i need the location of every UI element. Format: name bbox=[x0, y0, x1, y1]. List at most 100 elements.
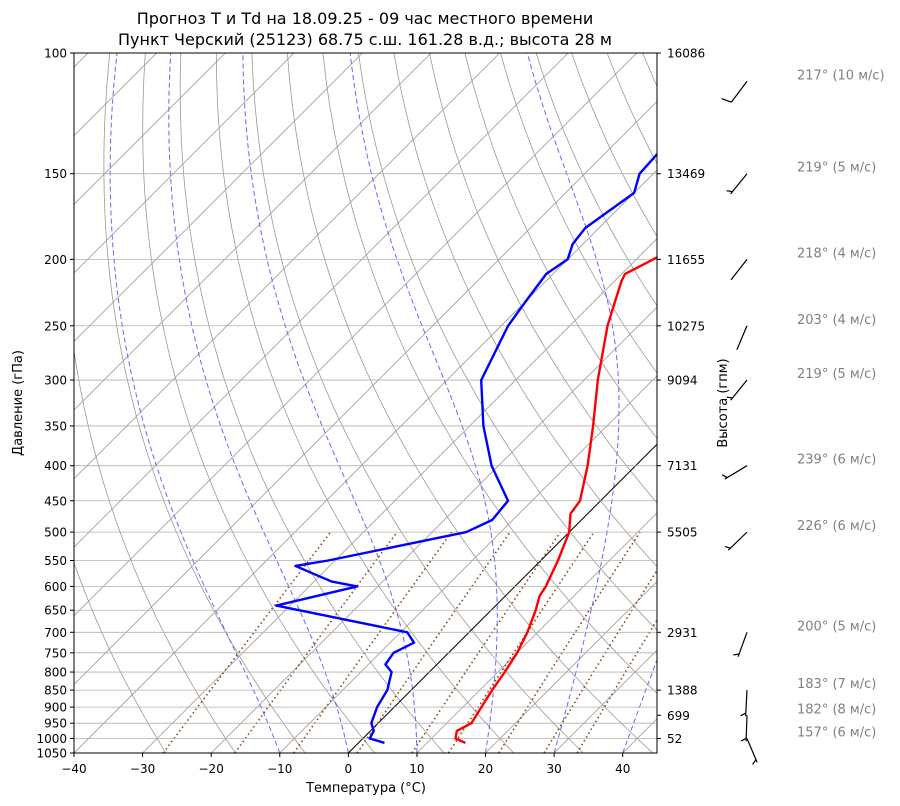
y-tick-label: 700 bbox=[44, 626, 67, 640]
wind-barb bbox=[721, 81, 748, 103]
y-tick-label: 250 bbox=[44, 319, 67, 333]
isotherm-line bbox=[74, 53, 295, 274]
wind-barb bbox=[726, 173, 748, 195]
y-tick-label: 300 bbox=[44, 374, 67, 388]
mixing-ratio-line bbox=[411, 531, 562, 753]
dry-adiabat bbox=[429, 53, 657, 504]
wind-barb-staff bbox=[737, 632, 748, 657]
wind-barb-staff bbox=[730, 173, 748, 195]
wind-barb-feather bbox=[733, 653, 740, 656]
wind-label: 217° (10 м/с) bbox=[797, 68, 885, 83]
y-tick-label: 600 bbox=[44, 580, 67, 594]
y-tick-label: 350 bbox=[44, 419, 67, 433]
wind-barb-staff bbox=[730, 258, 748, 281]
moist-adiabat bbox=[168, 53, 349, 753]
y-tick-label: 800 bbox=[44, 666, 67, 680]
wind-barb-staff bbox=[746, 738, 758, 763]
wind-label: 182° (8 м/с) bbox=[797, 702, 876, 717]
wind-label: 218° (4 м/с) bbox=[797, 246, 876, 261]
x-tick-label: −30 bbox=[130, 762, 155, 776]
dry-adiabat bbox=[678, 53, 900, 753]
x-tick-label: 10 bbox=[409, 762, 424, 776]
chart-title-line1: Прогноз T и Td на 18.09.25 - 09 час мест… bbox=[137, 9, 593, 28]
dry-adiabat bbox=[464, 53, 657, 440]
moist-adiabat bbox=[526, 53, 620, 753]
wind-label: 219° (5 м/с) bbox=[797, 367, 876, 382]
profile-lines bbox=[275, 152, 657, 745]
y-tick-label: 1000 bbox=[36, 732, 67, 746]
height-tick-label: 10275 bbox=[667, 319, 705, 333]
isotherm-line bbox=[74, 169, 657, 753]
zero-isotherm-line bbox=[347, 443, 657, 753]
x-tick-label: 20 bbox=[478, 762, 493, 776]
isotherm-line bbox=[74, 53, 500, 480]
mixing-ratio-line bbox=[356, 531, 511, 753]
wind-barb-feather bbox=[740, 737, 747, 742]
y-tick-label: 950 bbox=[44, 717, 67, 731]
dry-adiabat bbox=[322, 53, 657, 694]
mixing-ratio-line bbox=[234, 531, 398, 753]
y-tick-label: 850 bbox=[44, 684, 67, 698]
x-tick-label: 0 bbox=[345, 762, 353, 776]
wind-barb bbox=[736, 325, 748, 350]
height-tick-label: 11655 bbox=[667, 253, 705, 267]
x-tick-label: −40 bbox=[61, 762, 86, 776]
dry-adiabat bbox=[642, 53, 657, 88]
height-tick-label: 13469 bbox=[667, 167, 705, 181]
wind-barb-feather bbox=[726, 190, 733, 193]
dry-adiabat bbox=[606, 53, 657, 165]
dry-adiabat bbox=[142, 53, 376, 753]
wind-label: 200° (5 м/с) bbox=[797, 619, 876, 634]
y-tick-label: 650 bbox=[44, 604, 67, 618]
wind-barb bbox=[740, 690, 748, 717]
x-axis-label: Температура (°C) bbox=[305, 781, 426, 796]
isotherm-line bbox=[485, 580, 657, 753]
wind-barb bbox=[730, 258, 748, 281]
y-axis: 100 150 200 250 300 350 400 450 500 550 600 650 700 7… bbox=[36, 47, 74, 761]
dry-adiabat bbox=[287, 53, 654, 753]
isotherm-line bbox=[74, 53, 226, 205]
wind-barb-staff bbox=[745, 690, 748, 717]
y-axis-label: Давление (гПа) bbox=[11, 350, 26, 456]
isotherm-line bbox=[74, 53, 432, 411]
dry-adiabat bbox=[571, 53, 657, 238]
x-tick-label: −10 bbox=[267, 762, 292, 776]
wind-barbs: 217° (10 м/с) 219° (5 м/с) 218° (4 м/с) 203… bbox=[721, 68, 885, 765]
y-tick-label: 400 bbox=[44, 459, 67, 473]
isotherm-line bbox=[210, 306, 657, 753]
y-tick-label: 450 bbox=[44, 494, 67, 508]
moist-adiabat bbox=[349, 53, 498, 753]
isotherm-line bbox=[622, 718, 657, 753]
isotherm-line bbox=[760, 53, 900, 753]
dewpoint-profile-line bbox=[275, 152, 657, 745]
x-axis: −40 −30 −20 −10 0 10 20 30 40 bbox=[61, 753, 630, 776]
y-tick-label: 1050 bbox=[36, 747, 67, 761]
y-tick-label: 750 bbox=[44, 646, 67, 660]
dry-adiabat bbox=[74, 53, 236, 753]
x-tick-label: 30 bbox=[546, 762, 561, 776]
isotherm-line bbox=[74, 53, 363, 343]
wind-barb-feather bbox=[752, 759, 757, 765]
dry-adiabat bbox=[74, 561, 167, 753]
wind-label: 219° (5 м/с) bbox=[797, 161, 876, 176]
dry-adiabat bbox=[103, 53, 306, 753]
height-axis-label: Высота (гпм) bbox=[716, 358, 731, 447]
isotherm-line bbox=[416, 512, 657, 753]
wind-barb-staff bbox=[736, 325, 748, 350]
height-axis: 16086 13469 11655 10275 9094 7131 5505 2931 1388… bbox=[657, 47, 705, 746]
mixing-ratio-line bbox=[576, 618, 657, 753]
x-tick-label: 40 bbox=[615, 762, 630, 776]
wind-label: 203° (4 м/с) bbox=[797, 313, 876, 328]
isotherm-line bbox=[74, 100, 657, 685]
y-tick-label: 150 bbox=[44, 167, 67, 181]
wind-barb-feather bbox=[726, 396, 733, 399]
pressure-gridlines bbox=[74, 53, 657, 753]
height-tick-label: 1388 bbox=[667, 684, 698, 698]
isotherm-line bbox=[142, 238, 657, 753]
chart-title-line2: Пункт Черский (25123) 68.75 с.ш. 161.28 … bbox=[118, 30, 612, 49]
y-tick-label: 100 bbox=[44, 47, 67, 61]
mixing-ratio-line bbox=[543, 568, 657, 753]
moist-adiabat bbox=[622, 658, 657, 753]
dry-adiabat bbox=[215, 53, 515, 753]
